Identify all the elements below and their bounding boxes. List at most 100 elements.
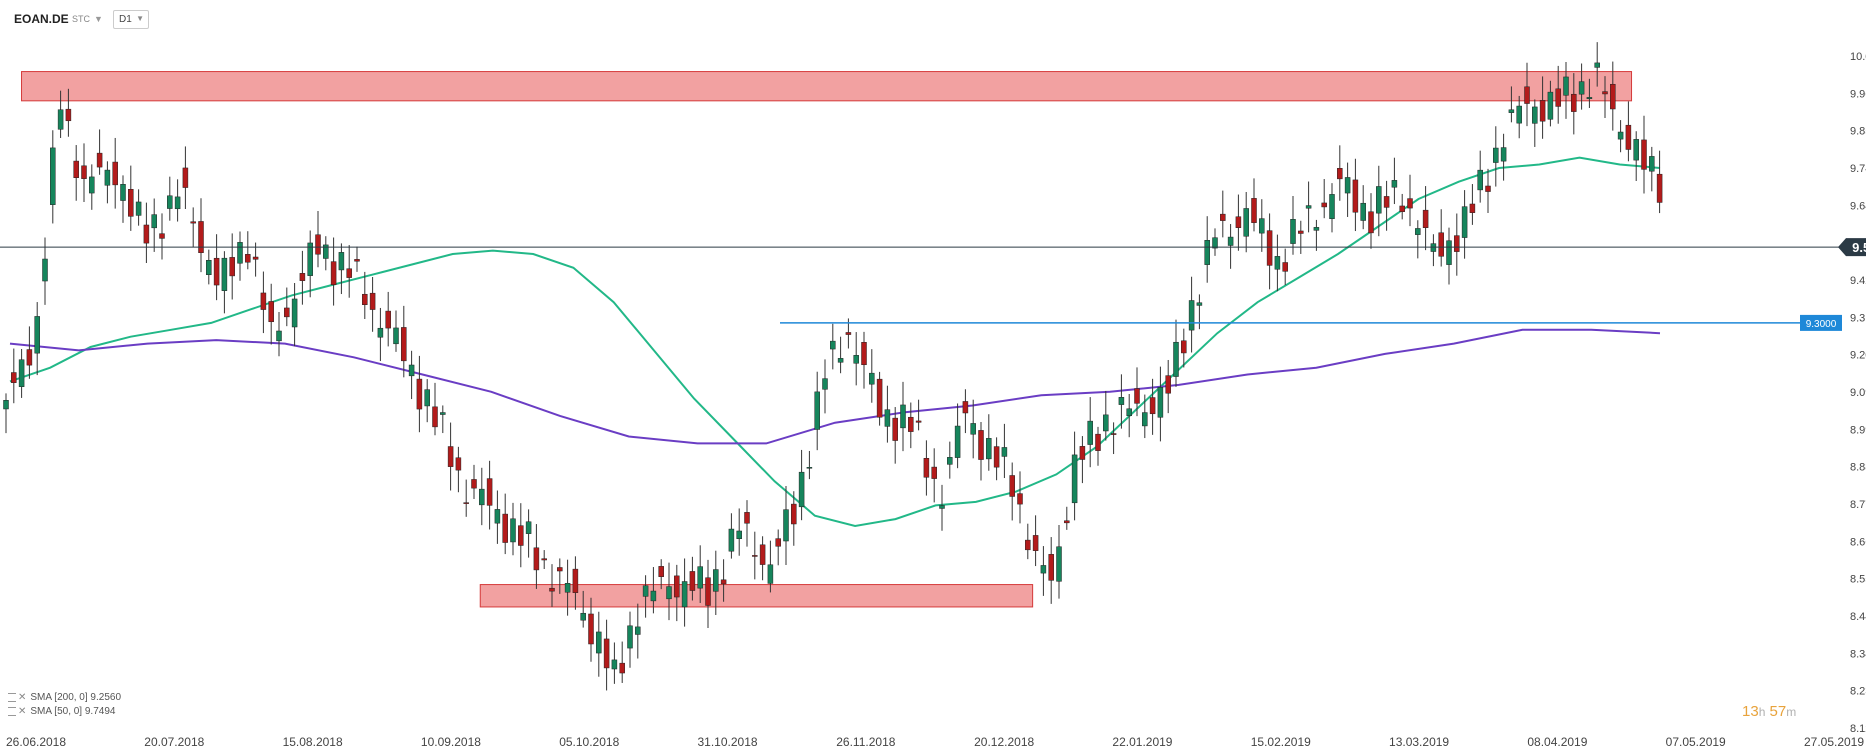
candle-down: [1399, 205, 1405, 212]
candle-down: [1134, 388, 1140, 404]
candle-up: [1103, 414, 1109, 432]
candle-down: [455, 457, 462, 471]
candle-up: [276, 330, 282, 342]
timer-hours: 13: [1742, 703, 1759, 720]
candle-down: [1352, 179, 1359, 213]
close-icon[interactable]: ✕: [18, 692, 27, 703]
candle-down: [260, 292, 267, 310]
candle-down: [1095, 433, 1101, 451]
candle-down: [1422, 209, 1429, 228]
candle-up: [50, 147, 56, 205]
candle-down: [549, 587, 555, 592]
candle-up: [837, 358, 844, 363]
candle-up: [1586, 97, 1593, 99]
candle-up: [798, 471, 805, 508]
candle-up: [596, 631, 602, 654]
candle-down: [915, 420, 922, 423]
candle-up: [1188, 300, 1195, 331]
candle-up: [1415, 228, 1421, 235]
candle-countdown: 13h 57m: [1742, 703, 1796, 720]
candle-up: [1500, 147, 1507, 162]
candle-up: [440, 412, 446, 415]
candle-up: [1594, 62, 1600, 68]
candle-up: [393, 327, 399, 345]
candle-down: [252, 256, 259, 260]
current-price-label: 9.5200: [1852, 240, 1866, 255]
candle-up: [1563, 76, 1569, 96]
candle-down: [385, 310, 391, 329]
candle-down: [603, 638, 610, 669]
y-tick-label: 10.0752: [1850, 51, 1866, 63]
instrument-type-label[interactable]: STC: [72, 14, 90, 24]
symbol-label[interactable]: EOAN.DE: [14, 12, 69, 26]
candle-up: [1329, 194, 1335, 219]
resistance-support-zone: [479, 584, 1034, 608]
y-tick-label: 9.4246: [1850, 275, 1866, 287]
candle-down: [1235, 216, 1242, 228]
close-icon[interactable]: ✕: [18, 706, 27, 717]
candle-down: [1282, 262, 1288, 272]
candle-up: [1516, 105, 1522, 124]
candle-up: [713, 569, 719, 592]
x-tick-label: 31.10.2018: [698, 735, 758, 749]
legend-sma50[interactable]: ✕ SMA [50, 0] 9.7494: [8, 706, 115, 717]
candle-down: [284, 307, 290, 318]
candle-up: [1243, 208, 1249, 237]
legend-sma50-text: SMA [50, 0] 9.7494: [30, 706, 116, 717]
candle-up: [900, 404, 906, 429]
candle-down: [447, 446, 454, 467]
axes-layer: 10.0752 9.9668 9.8583 9.7499 9.6415 9.4246 9.3…: [6, 51, 1866, 749]
y-tick-label: 9.8583: [1850, 126, 1866, 138]
candle-up: [120, 184, 126, 201]
candle-up: [323, 244, 329, 259]
candle-up: [338, 252, 345, 271]
candle-down: [572, 568, 579, 593]
candle-down: [229, 257, 235, 277]
candle-down: [11, 372, 17, 383]
candle-down: [354, 259, 360, 262]
candle-down: [1469, 203, 1476, 213]
candle-down: [159, 233, 165, 239]
candle-down: [993, 446, 1000, 468]
y-tick-label: 8.6655: [1850, 536, 1866, 548]
candle-down: [1610, 83, 1616, 110]
legend-sma200[interactable]: ✕ SMA [200, 0] 9.2560: [8, 692, 121, 703]
candle-down: [705, 577, 711, 606]
x-tick-label: 26.06.2018: [6, 735, 66, 749]
candle-down: [759, 544, 766, 565]
timeframe-select[interactable]: D1 ▼: [113, 10, 149, 29]
candle-down: [1571, 93, 1577, 112]
candle-down: [1165, 375, 1171, 394]
candle-down: [299, 273, 306, 281]
timer-hours-unit: h: [1758, 705, 1766, 719]
candle-up: [3, 400, 9, 410]
candle-up: [494, 509, 501, 524]
candle-down: [1009, 475, 1015, 497]
candle-up: [479, 488, 485, 506]
candle-up: [783, 509, 789, 542]
chevron-down-icon[interactable]: ▼: [94, 14, 103, 24]
candle-down: [541, 558, 547, 561]
candle-up: [1001, 447, 1008, 457]
candle-down: [369, 292, 376, 310]
candle-down: [65, 108, 72, 122]
candle-up: [42, 258, 48, 282]
y-tick-label: 8.7740: [1850, 499, 1866, 511]
candle-up: [1305, 205, 1312, 209]
candle-down: [432, 406, 438, 428]
candle-up: [564, 583, 571, 593]
x-tick-label: 13.03.2019: [1389, 735, 1449, 749]
candle-up: [167, 195, 173, 209]
candle-up: [1071, 454, 1078, 504]
candle-down: [978, 430, 984, 460]
candle-down: [689, 571, 696, 591]
candle-down: [362, 293, 368, 305]
candle-up: [767, 564, 774, 584]
candle-down: [1656, 173, 1663, 203]
indicator-icon: [8, 706, 16, 716]
candle-up: [650, 590, 657, 602]
candle-up: [697, 566, 703, 589]
y-tick-label: 8.9908: [1850, 424, 1866, 436]
x-tick-label: 05.10.2018: [559, 735, 619, 749]
